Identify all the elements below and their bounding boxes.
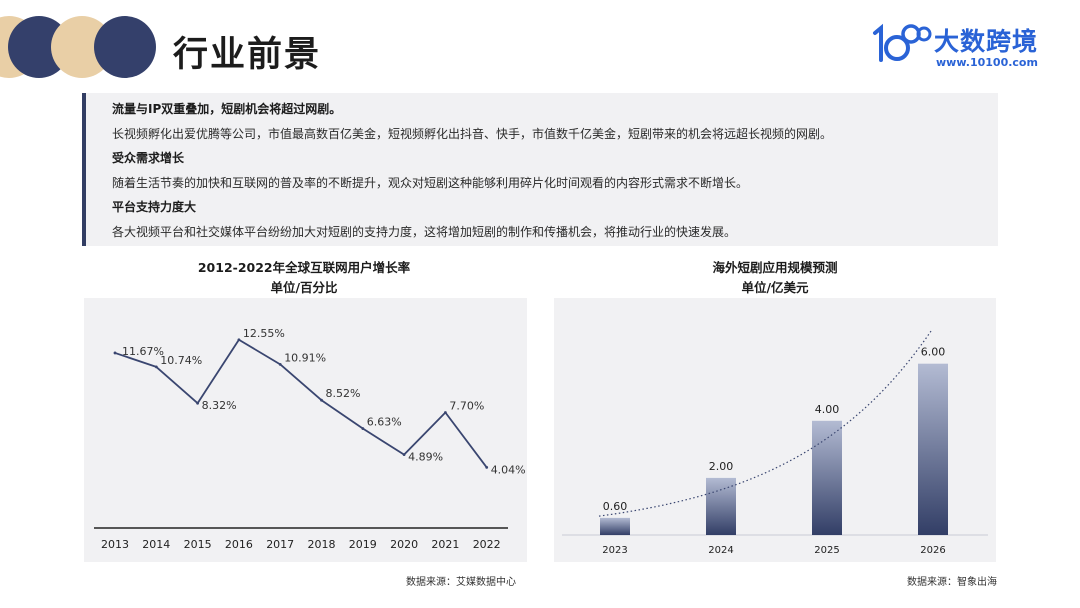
bar-chart-data-label: 2.00 <box>709 460 734 473</box>
info-text-platform-support: 各大视频平台和社交媒体平台纷纷加大对短剧的支持力度，这将增加短剧的制作和传播机会… <box>112 224 737 239</box>
info-text-audience-demand: 随着生活节奏的加快和互联网的普及率的不断提升，观众对短剧这种能够利用碎片化时间观… <box>112 175 749 190</box>
line-chart-point <box>154 365 158 369</box>
bar-chart-data-label: 4.00 <box>815 403 840 416</box>
bar-chart-svg: 0.60 2023 2.00 2024 4.00 2025 6.00 2026 <box>562 330 988 556</box>
line-chart-x-tick-label: 2020 <box>390 538 418 551</box>
line-chart-data-label: 4.04% <box>491 463 526 476</box>
line-chart-point <box>196 401 199 405</box>
line-chart-x-tick-label: 2016 <box>225 538 253 551</box>
info-panel: 流量与IP双重叠加，短剧机会将超过网剧。 长视频孵化出爱优腾等公司，市值最高数百… <box>82 93 998 246</box>
line-chart: 11.67% 2013 10.74% 2014 8.32% 2015 12.55% 2016 1… <box>84 298 527 562</box>
line-chart-data-label: 8.52% <box>326 387 361 400</box>
line-chart-x-tick-label: 2021 <box>431 538 459 551</box>
bar-chart-heading: 海外短剧应用规模预测 单位/亿美元 <box>554 258 996 298</box>
line-chart-x-tick-label: 2017 <box>266 538 294 551</box>
info-text-traffic-ip: 长视频孵化出爱优腾等公司，市值最高数百亿美金，短视频孵化出抖音、快手，市值数千亿… <box>112 126 833 141</box>
bar-chart-bar <box>706 477 736 535</box>
info-heading-traffic-ip: 流量与IP双重叠加，短剧机会将超过网剧。 <box>112 102 342 116</box>
page-title: 行业前景 <box>173 35 322 75</box>
bar-chart-subtitle: 单位/亿美元 <box>741 280 809 295</box>
line-chart-data-label: 7.70% <box>449 400 484 413</box>
line-chart-x-tick-label: 2014 <box>142 538 170 551</box>
line-chart-point <box>237 338 241 342</box>
bar-chart-bar <box>600 517 630 535</box>
line-chart-heading: 2012-2022年全球互联网用户增长率 单位/百分比 <box>84 258 524 298</box>
bar-chart-x-tick-label: 2023 <box>602 545 627 556</box>
bar-chart-trendline <box>598 330 932 517</box>
line-chart-data-label: 4.89% <box>408 451 443 464</box>
line-chart-data-label: 12.55% <box>243 327 285 340</box>
line-chart-point <box>402 453 406 457</box>
bar-chart-bar <box>812 420 842 535</box>
bar-chart-data-label: 0.60 <box>603 500 628 513</box>
bar-chart-title: 海外短剧应用规模预测 <box>712 260 838 275</box>
logo-url: www.10100.com <box>936 56 1038 69</box>
line-chart-x-tick-label: 2013 <box>101 538 129 551</box>
10100-logo-icon <box>873 23 932 62</box>
bar-chart: 0.60 2023 2.00 2024 4.00 2025 6.00 2026 <box>554 298 996 562</box>
bar-chart-data-label: 6.00 <box>921 346 946 359</box>
bar-chart-source: 数据来源：智象出海 <box>907 577 997 588</box>
line-chart-series-line <box>114 338 488 468</box>
line-chart-x-tick-label: 2015 <box>184 538 212 551</box>
line-chart-point <box>113 351 117 355</box>
line-chart-data-label: 10.91% <box>284 351 326 364</box>
line-chart-point <box>361 427 365 430</box>
line-chart-point <box>485 466 489 469</box>
line-chart-source: 数据来源：艾媒数据中心 <box>406 577 516 588</box>
line-chart-data-label: 11.67% <box>122 345 164 358</box>
line-chart-data-label: 6.63% <box>367 416 402 429</box>
decor-circle-navy-2 <box>94 16 156 78</box>
bar-chart-x-tick-label: 2026 <box>920 545 945 556</box>
line-chart-subtitle: 单位/百分比 <box>270 280 338 295</box>
line-chart-point <box>320 398 323 402</box>
line-chart-x-tick-label: 2022 <box>473 538 501 551</box>
line-chart-data-label: 10.74% <box>160 354 202 367</box>
logo-name: 大数跨境 <box>934 27 1039 56</box>
line-chart-title: 2012-2022年全球互联网用户增长率 <box>197 260 411 275</box>
bar-chart-x-tick-label: 2025 <box>814 545 839 556</box>
line-chart-data-label: 8.32% <box>202 399 237 412</box>
brand-logo: 大数跨境 www.10100.com <box>872 18 1052 74</box>
line-chart-point <box>444 411 447 414</box>
line-chart-svg: 11.67% 2013 10.74% 2014 8.32% 2015 12.55% 2016 1… <box>94 327 526 551</box>
info-heading-audience-demand: 受众需求增长 <box>112 151 185 166</box>
bar-chart-x-tick-label: 2024 <box>708 545 733 556</box>
line-chart-x-tick-label: 2018 <box>308 538 336 551</box>
bar-chart-bar <box>918 363 948 535</box>
line-chart-x-tick-label: 2019 <box>349 538 377 551</box>
info-heading-platform-support: 平台支持力度大 <box>112 200 197 215</box>
line-chart-point <box>278 362 282 366</box>
